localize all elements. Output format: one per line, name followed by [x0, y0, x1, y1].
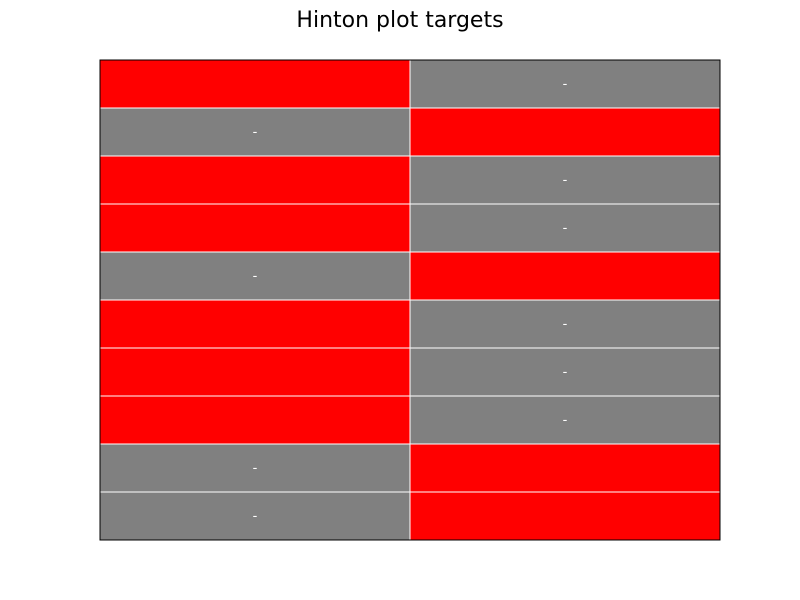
cell-label-r8-c0: -	[253, 461, 258, 476]
cell-r5-c0	[99, 299, 411, 349]
axes-frame	[99, 59, 721, 541]
cell-label-r0-c1: -	[563, 77, 568, 92]
cell-label-r4-c0: -	[253, 269, 258, 284]
cell-r2-c0	[99, 155, 411, 205]
cell-r0-c0	[99, 59, 411, 109]
cell-r6-c0	[99, 347, 411, 397]
cell-r6-c1	[409, 347, 721, 397]
cell-r1-c1	[409, 107, 721, 157]
cells-group: - - - - - - - - - -	[99, 59, 721, 541]
cell-r1-c0	[99, 107, 411, 157]
cell-r7-c1	[409, 395, 721, 445]
cell-r0-c1	[409, 59, 721, 109]
cell-r8-c1	[409, 443, 721, 493]
cell-r9-c0	[99, 491, 411, 541]
cell-r7-c0	[99, 395, 411, 445]
cell-r2-c1	[409, 155, 721, 205]
cell-label-r6-c1: -	[563, 365, 568, 380]
cell-label-r1-c0: -	[253, 125, 258, 140]
cell-label-r2-c1: -	[563, 173, 568, 188]
cell-label-r7-c1: -	[563, 413, 568, 428]
cell-label-r5-c1: -	[563, 317, 568, 332]
cell-r9-c1	[409, 491, 721, 541]
cell-label-r9-c0: -	[253, 509, 258, 524]
cell-r4-c1	[409, 251, 721, 301]
cell-r3-c0	[99, 203, 411, 253]
cell-label-r3-c1: -	[563, 221, 568, 236]
chart-title: Hinton plot targets	[296, 8, 504, 33]
